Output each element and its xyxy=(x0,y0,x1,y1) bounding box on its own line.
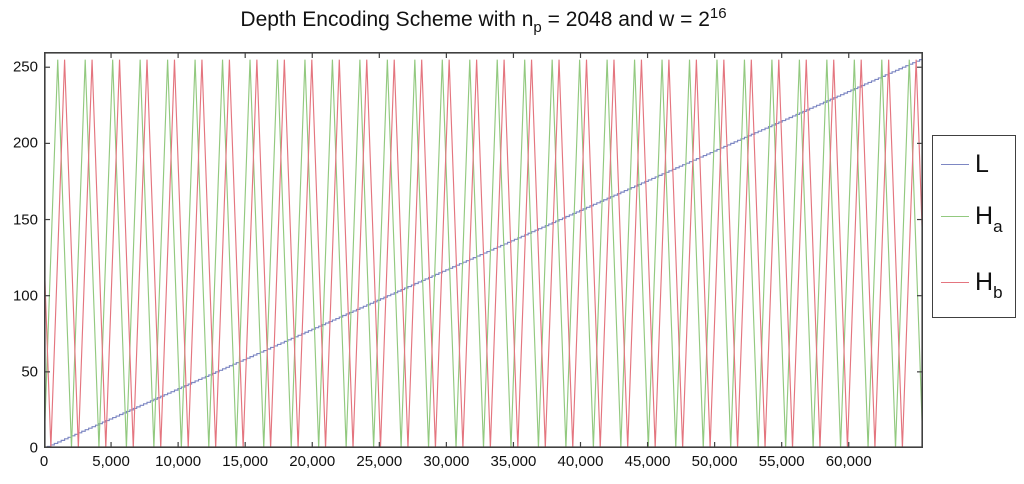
series-line-H_b xyxy=(44,59,923,448)
x-tick-label-45,000: 45,000 xyxy=(624,453,671,470)
legend-box: L Ha Hb xyxy=(932,135,1016,318)
y-tick-label-100: 100 xyxy=(12,287,38,305)
axes-box xyxy=(44,52,923,448)
legend-item-L: L xyxy=(933,149,1015,179)
x-tick-label-60,000: 60,000 xyxy=(825,453,872,470)
plot-area xyxy=(44,52,923,448)
y-tick-label-150: 150 xyxy=(12,211,38,229)
legend-label-L: L xyxy=(975,149,989,178)
legend-label-Hb: Hb xyxy=(975,267,1003,302)
x-tick-label-15,000: 15,000 xyxy=(222,453,269,470)
legend-line-L xyxy=(941,163,969,165)
x-tick-label-40,000: 40,000 xyxy=(557,453,604,470)
legend-item-Hb: Hb xyxy=(933,264,1015,302)
x-tick-label-35,000: 35,000 xyxy=(490,453,537,470)
title-superscript: 16 xyxy=(709,5,727,22)
x-tick-label-50,000: 50,000 xyxy=(691,453,738,470)
x-tick-label-25,000: 25,000 xyxy=(356,453,403,470)
title-text-mid: = 2048 and w = 2 xyxy=(541,8,710,31)
x-tick-label-20,000: 20,000 xyxy=(289,453,336,470)
legend-label-Ha: Ha xyxy=(975,201,1003,236)
y-tick-label-0: 0 xyxy=(29,439,38,457)
x-tick-label-0: 0 xyxy=(39,453,49,470)
chart-title: Depth Encoding Scheme with np = 2048 and… xyxy=(44,5,923,36)
series-line-H_a xyxy=(44,59,923,448)
y-tick-label-200: 200 xyxy=(12,134,38,152)
legend-line-Hb xyxy=(941,281,969,283)
x-tick-label-55,000: 55,000 xyxy=(758,453,805,470)
y-tick-label-250: 250 xyxy=(12,58,38,76)
x-tick-label-10,000: 10,000 xyxy=(155,453,202,470)
legend-item-Ha: Ha xyxy=(933,198,1015,236)
title-text: Depth Encoding Scheme with n xyxy=(240,8,534,31)
x-tick-label-30,000: 30,000 xyxy=(423,453,470,470)
y-tick-label-50: 50 xyxy=(21,363,38,381)
title-subscript: p xyxy=(533,19,542,36)
legend-line-Ha xyxy=(941,215,969,217)
x-tick-label-5,000: 5,000 xyxy=(92,453,130,470)
